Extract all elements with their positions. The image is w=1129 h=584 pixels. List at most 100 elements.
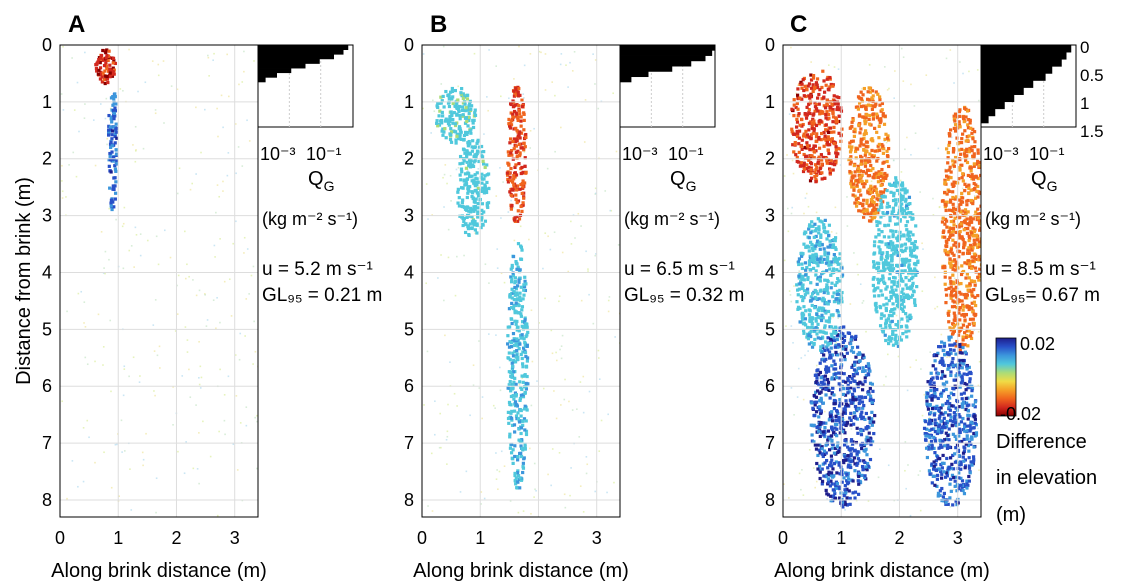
elevation-patch-mark	[818, 470, 822, 474]
elevation-patch-mark	[525, 408, 529, 412]
elevation-patch-mark	[516, 284, 520, 288]
elevation-patch-mark	[883, 188, 887, 192]
noise-speckle	[222, 126, 224, 129]
noise-speckle	[503, 281, 506, 284]
elevation-patch-mark	[971, 259, 975, 263]
noise-speckle	[551, 448, 554, 450]
noise-speckle	[783, 175, 786, 177]
elevation-patch-mark	[861, 415, 865, 419]
noise-speckle	[803, 160, 805, 162]
noise-speckle	[529, 53, 532, 55]
elevation-patch-mark	[944, 502, 948, 506]
elevation-patch-mark	[465, 150, 469, 154]
elevation-patch-mark	[518, 486, 522, 490]
elevation-patch-mark	[821, 375, 825, 379]
noise-speckle	[128, 249, 131, 252]
elevation-patch-mark	[829, 461, 833, 465]
elevation-patch-mark	[512, 297, 516, 302]
noise-speckle	[76, 81, 79, 84]
elevation-patch-mark	[833, 338, 837, 343]
elevation-patch-mark	[106, 80, 110, 85]
elevation-patch-mark	[853, 462, 857, 466]
elevation-patch-mark	[461, 161, 465, 165]
elevation-patch-mark	[890, 319, 894, 323]
elevation-patch-mark	[111, 129, 115, 133]
elevation-patch-mark	[519, 285, 523, 289]
elevation-patch-mark	[895, 296, 899, 300]
elevation-patch-mark	[830, 482, 834, 486]
elevation-patch-mark	[883, 137, 887, 141]
elevation-patch-mark	[870, 401, 874, 405]
noise-speckle	[497, 488, 499, 491]
elevation-patch-mark	[520, 146, 524, 150]
elevation-patch-mark	[967, 365, 971, 369]
elevation-patch-mark	[462, 219, 466, 224]
elevation-patch-mark	[958, 306, 962, 310]
noise-speckle	[970, 309, 973, 311]
elevation-patch-mark	[880, 167, 884, 172]
elevation-patch-mark	[836, 146, 840, 151]
elevation-patch-mark	[966, 386, 970, 390]
elevation-patch-mark	[816, 96, 820, 100]
elevation-patch-mark	[828, 396, 832, 400]
noise-speckle	[587, 270, 589, 272]
elevation-patch-mark	[881, 261, 885, 265]
elevation-patch-mark	[515, 319, 519, 324]
elevation-patch-mark	[441, 94, 445, 99]
elevation-patch-mark	[870, 96, 874, 100]
elevation-patch-mark	[460, 170, 464, 174]
noise-speckle	[176, 284, 178, 287]
elevation-patch-mark	[876, 92, 880, 96]
elevation-patch-mark	[848, 497, 852, 501]
noise-speckle	[538, 50, 541, 53]
elevation-patch-mark	[832, 140, 836, 144]
elevation-patch-mark	[829, 494, 833, 498]
elevation-patch-mark	[866, 168, 870, 173]
noise-speckle	[186, 351, 189, 353]
elevation-patch-mark	[930, 444, 934, 448]
elevation-patch-mark	[824, 113, 828, 117]
elevation-patch-mark	[512, 423, 517, 427]
elevation-patch-mark	[814, 139, 818, 144]
elevation-patch-mark	[929, 388, 933, 393]
elevation-patch-mark	[964, 388, 968, 392]
elevation-patch-mark	[514, 163, 518, 167]
elevation-patch-mark	[837, 461, 841, 465]
elevation-patch-mark	[959, 476, 963, 480]
noise-speckle	[978, 360, 981, 363]
elevation-patch-mark	[824, 451, 828, 455]
noise-speckle	[499, 366, 501, 369]
noise-speckle	[554, 94, 556, 97]
elevation-patch-mark	[512, 290, 516, 294]
elevation-patch-mark	[890, 229, 895, 233]
noise-speckle	[430, 132, 432, 134]
elevation-patch-mark	[869, 397, 873, 401]
elevation-patch-mark	[929, 379, 933, 383]
elevation-patch-mark	[862, 143, 866, 147]
elevation-patch-mark	[522, 141, 526, 145]
elevation-patch-mark	[110, 120, 114, 124]
elevation-patch-mark	[942, 499, 946, 503]
elevation-patch-mark	[815, 461, 819, 466]
elevation-patch-mark	[906, 294, 910, 298]
elevation-patch-mark	[860, 400, 865, 404]
elevation-patch-mark	[970, 331, 974, 335]
noise-speckle	[139, 254, 142, 257]
elevation-patch-mark	[903, 249, 907, 253]
noise-speckle	[827, 64, 830, 66]
elevation-patch-mark	[857, 351, 861, 355]
noise-speckle	[467, 169, 469, 171]
elevation-patch-mark	[896, 251, 900, 255]
noise-speckle	[196, 468, 199, 470]
elevation-patch-mark	[830, 458, 834, 462]
elevation-patch-mark	[889, 336, 894, 340]
elevation-patch-mark	[871, 155, 876, 160]
elevation-patch-mark	[833, 116, 838, 120]
elevation-patch-mark	[465, 160, 469, 164]
elevation-patch-mark	[804, 116, 809, 120]
noise-speckle	[607, 299, 610, 302]
noise-speckle	[184, 277, 187, 280]
elevation-patch-mark	[817, 122, 821, 126]
elevation-patch-mark	[852, 163, 856, 168]
